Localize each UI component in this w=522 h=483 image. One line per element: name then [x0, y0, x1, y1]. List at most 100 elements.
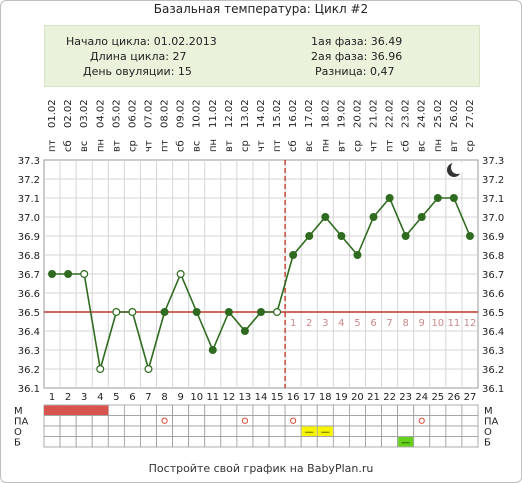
- marker-cell: [188, 404, 206, 416]
- date-label: 10.02: [192, 99, 203, 128]
- marker-cell: [75, 425, 93, 437]
- marker-cell: [381, 425, 399, 437]
- marker-cell: [107, 425, 125, 437]
- cycle-day-label: 22: [383, 392, 396, 403]
- date-label: 11.02: [208, 99, 219, 128]
- marker-cell: [332, 436, 350, 448]
- marker-cell: [284, 425, 302, 437]
- intercourse-marker: [290, 417, 297, 424]
- y-tick-label-right: 37.2: [482, 175, 504, 186]
- temperature-point: [96, 365, 105, 374]
- phase-difference: Разница: 0,47: [315, 65, 395, 78]
- temperature-point: [449, 194, 458, 203]
- marker-cell: [397, 425, 415, 437]
- marker-row-label-right: О: [484, 427, 492, 438]
- marker-cell: [252, 404, 270, 416]
- intercourse-marker: [418, 417, 425, 424]
- marker-cell: [107, 404, 125, 416]
- y-tick-label-left: 36.3: [18, 346, 40, 357]
- post-ovulation-day-label: 11: [448, 318, 461, 329]
- marker-cell: [204, 415, 222, 427]
- cycle-day-label: 2: [65, 392, 71, 403]
- temperature-point: [401, 232, 410, 241]
- marker-cell: [300, 436, 318, 448]
- marker-cell: [461, 436, 479, 448]
- marker-cell: [156, 404, 173, 416]
- temperature-point: [257, 308, 266, 317]
- marker-cell: [43, 436, 61, 448]
- temperature-point: [176, 270, 185, 279]
- post-ovulation-day-label: 8: [402, 318, 408, 329]
- y-tick-label-right: 36.6: [482, 289, 504, 300]
- marker-cell: [284, 404, 302, 416]
- marker-cell: [413, 436, 431, 448]
- phase2-average: 2ая фаза: 36.96: [311, 50, 403, 63]
- post-ovulation-day-label: 5: [354, 318, 360, 329]
- marker-cell: [268, 425, 286, 437]
- cycle-day-label: 17: [303, 392, 316, 403]
- marker-cell: [445, 436, 463, 448]
- marker-cell: [429, 404, 447, 416]
- y-tick-label-left: 37.3: [18, 156, 40, 167]
- y-tick-label-right: 36.4: [482, 327, 504, 338]
- marker-cell: [123, 415, 141, 427]
- marker-cell: [91, 436, 109, 448]
- marker-row-label-right: ПА: [484, 417, 499, 428]
- marker-cell: [332, 404, 350, 416]
- date-label: 20.02: [352, 99, 363, 128]
- chart-title: Базальная температура: Цикл #2: [153, 2, 369, 16]
- test-marker: [398, 437, 414, 447]
- post-ovulation-day-label: 4: [338, 318, 344, 329]
- cycle-day-label: 3: [81, 392, 87, 403]
- temperature-point: [289, 251, 298, 260]
- temperature-point: [144, 365, 153, 374]
- marker-cell: [445, 404, 463, 416]
- cycle-day-label: 24: [415, 392, 428, 403]
- marker-cell: [461, 415, 479, 427]
- marker-cell: [140, 415, 157, 427]
- cycle-day-label: 11: [206, 392, 219, 403]
- y-tick-label-left: 37.1: [18, 194, 40, 205]
- marker-cell: [75, 436, 93, 448]
- weekday-label: пн: [208, 139, 219, 152]
- cycle-day-label: 14: [255, 392, 268, 403]
- weekday-label: ср: [465, 140, 476, 152]
- marker-cell: [365, 436, 382, 448]
- post-ovulation-day-label: 1: [290, 318, 296, 329]
- y-tick-label-left: 36.9: [18, 232, 40, 243]
- marker-table: М МПА ПАО ОБ Б: [14, 404, 499, 449]
- marker-cell: [59, 436, 77, 448]
- marker-cell: [156, 415, 173, 427]
- marker-cell: [188, 415, 206, 427]
- marker-cell: [59, 415, 77, 427]
- weekday-label: пт: [47, 139, 58, 152]
- y-axis-labels: 37.3 37.3 37.2 37.2 37.1 37.1 37.0 37.0 36.9 36.9…: [18, 156, 505, 395]
- marker-cell: [284, 436, 302, 448]
- cycle-day-label: 5: [113, 392, 119, 403]
- cycle-day-label: 4: [97, 392, 103, 403]
- marker-cell: [397, 404, 415, 416]
- marker-cell: [220, 415, 238, 427]
- marker-cell: [156, 436, 173, 448]
- marker-cell: [461, 425, 479, 437]
- marker-cell: [91, 425, 109, 437]
- marker-cell: [188, 436, 206, 448]
- date-label: 18.02: [320, 99, 331, 128]
- marker-cell: [445, 415, 463, 427]
- marker-cell: [123, 436, 141, 448]
- chart-grid: [43, 159, 479, 389]
- marker-cell: [365, 415, 382, 427]
- marker-cell: [268, 415, 286, 427]
- post-ovulation-day-label: 3: [322, 318, 328, 329]
- footer-link[interactable]: Постройте свой график на BabyPlan.ru: [148, 462, 374, 475]
- marker-cell: [156, 425, 173, 437]
- marker-cell: [140, 425, 157, 437]
- weekday-label: ср: [127, 140, 138, 152]
- weekday-label: ср: [352, 140, 363, 152]
- marker-row-label-left: М: [14, 406, 23, 417]
- marker-row-label-right: Б: [484, 438, 491, 449]
- marker-cell: [252, 436, 270, 448]
- date-label: 09.02: [176, 99, 187, 128]
- date-label: 19.02: [336, 99, 347, 128]
